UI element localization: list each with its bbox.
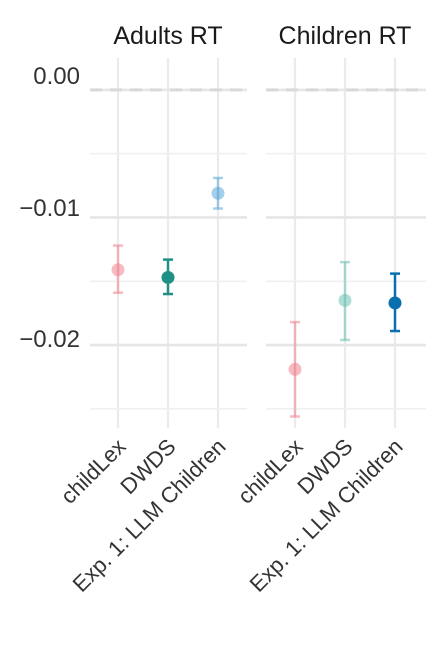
point-marker — [211, 186, 225, 200]
point-dwds — [338, 260, 352, 342]
x-tick-label-childlex: childLex — [233, 434, 308, 509]
point-marker — [388, 296, 402, 310]
point-childlex — [288, 320, 302, 418]
point-marker — [161, 270, 175, 284]
y-tick-label-1: −0.01 — [19, 195, 80, 222]
point-marker — [338, 293, 352, 307]
y-tick-label-2: −0.02 — [19, 326, 80, 353]
data-marks — [288, 260, 402, 418]
x-tick-label-childlex: childLex — [56, 434, 131, 509]
point-marker — [111, 263, 125, 277]
y-tick-label-0: 0.00 — [33, 63, 80, 90]
point-marker — [288, 362, 302, 376]
point-exp-1-llm-children — [211, 176, 225, 210]
facet-adults: Adults RT childLex DWDS Exp. 1: LLM Chil… — [56, 22, 247, 597]
point-exp-1-llm-children — [388, 272, 402, 333]
panel-title-adults: Adults RT — [113, 22, 222, 50]
facet-children: Children RT childLex DWDS Exp. 1: LLM Ch… — [233, 22, 426, 597]
point-dwds — [161, 258, 175, 296]
grid-lines — [90, 58, 247, 428]
data-marks — [111, 176, 225, 296]
panel-title-children: Children RT — [279, 22, 412, 50]
point-childlex — [111, 244, 125, 295]
y-axis-tick-labels: 0.00 −0.01 −0.02 — [19, 63, 80, 353]
